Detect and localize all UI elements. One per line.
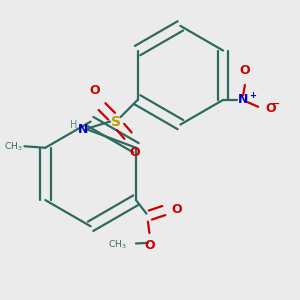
Text: O: O [90,84,101,97]
Text: O: O [240,64,250,77]
Text: O: O [144,239,155,252]
Text: O: O [265,102,276,115]
Text: H: H [70,121,78,130]
Text: O: O [130,146,140,158]
Text: +: + [249,91,256,100]
Text: CH$_3$: CH$_3$ [108,239,127,251]
Text: CH$_3$: CH$_3$ [4,140,23,152]
Text: O: O [171,202,181,216]
Text: N: N [78,123,88,136]
Text: N: N [238,93,248,106]
Text: −: − [272,99,280,109]
Text: S: S [111,115,121,129]
